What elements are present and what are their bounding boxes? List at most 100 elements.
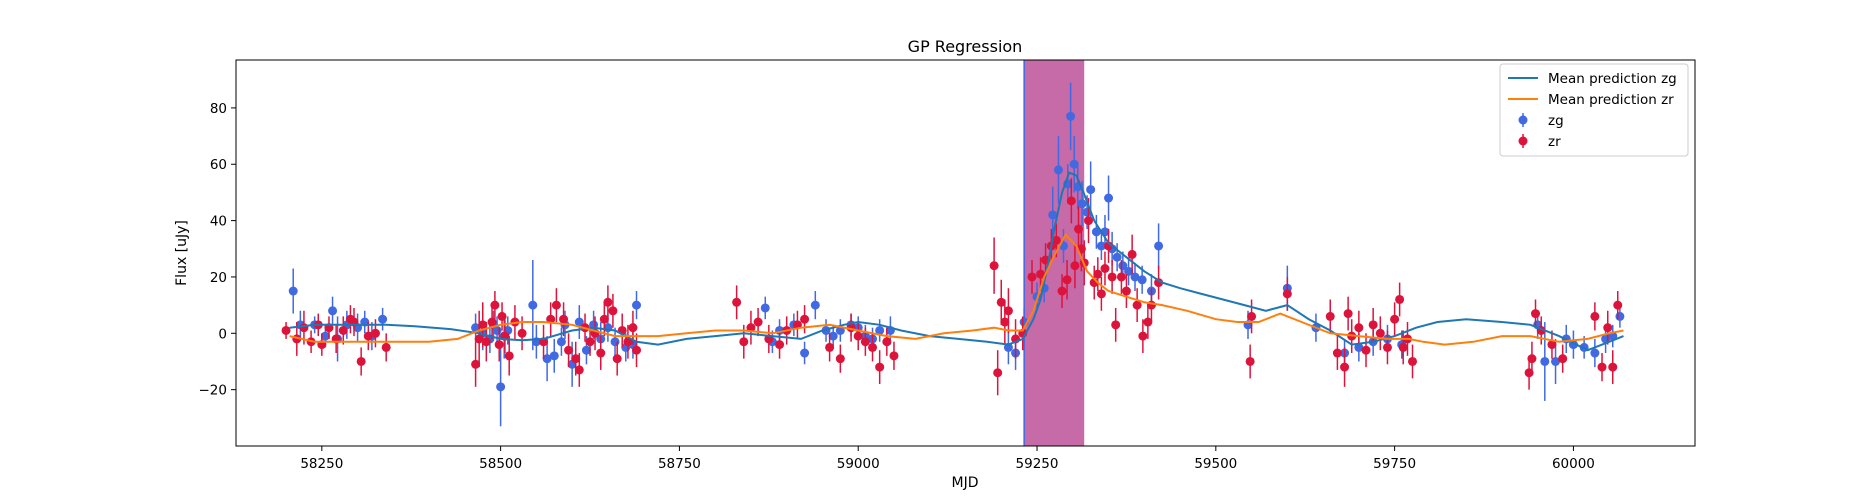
data-point-zr <box>860 337 870 347</box>
data-point-zr <box>1531 309 1541 319</box>
data-point-zr <box>487 317 497 327</box>
y-tick-label: 0 <box>218 326 227 342</box>
data-point-zr <box>1558 354 1568 364</box>
data-point-zg <box>1066 111 1076 121</box>
legend-label-zr-line: Mean prediction zr <box>1548 92 1674 108</box>
x-tick-label: 59000 <box>837 456 880 472</box>
data-point-zr <box>853 331 863 341</box>
data-point-zr <box>299 323 309 333</box>
data-point-zr <box>1340 362 1350 372</box>
plot-frame <box>235 59 1696 447</box>
legend-label-zr: zr <box>1548 134 1561 150</box>
data-point-zr <box>559 314 569 324</box>
legend-box <box>1499 63 1689 157</box>
data-point-zr <box>370 328 380 338</box>
mean-prediction-zg-line <box>289 171 1624 352</box>
data-point-zg <box>1053 165 1063 175</box>
data-point-zr <box>603 297 613 307</box>
data-point-zr <box>1608 362 1618 372</box>
data-point-zg <box>1551 356 1561 366</box>
data-point-zr <box>1000 317 1010 327</box>
y-axis-label: Flux [uJy] <box>174 220 190 286</box>
data-point-zg <box>610 337 620 347</box>
data-point-zr <box>875 362 885 372</box>
data-point-zr <box>585 337 595 347</box>
data-point-zr <box>1597 362 1607 372</box>
legend-marker-zr <box>1518 134 1528 148</box>
data-point-zr <box>1527 354 1537 364</box>
data-point-zr <box>868 342 878 352</box>
data-point-zr <box>1084 216 1094 226</box>
data-point-zr <box>1407 356 1417 366</box>
x-tick-label: 58750 <box>658 456 701 472</box>
legend: Mean prediction zg Mean prediction zr zg… <box>1499 63 1689 157</box>
data-point-zr <box>1116 272 1126 282</box>
data-point-zr <box>338 325 348 335</box>
data-point-zr <box>628 323 638 333</box>
data-point-zr <box>612 354 622 364</box>
data-point-zr <box>564 345 574 355</box>
data-point-zr <box>1375 328 1385 338</box>
data-point-zg <box>1615 311 1625 321</box>
data-point-zr <box>571 354 581 364</box>
data-point-zg <box>471 323 481 333</box>
data-point-zr <box>1547 340 1557 350</box>
data-point-zr <box>497 311 507 321</box>
data-point-zr <box>1247 311 1257 321</box>
data-point-zr <box>546 314 556 324</box>
data-point-zr <box>490 300 500 310</box>
data-point-zg <box>1118 261 1128 271</box>
data-point-zr <box>1127 249 1137 259</box>
data-point-zr <box>1062 275 1072 285</box>
data-point-zr <box>996 297 1006 307</box>
data-point-zg <box>320 331 330 341</box>
data-point-zg <box>1590 348 1600 358</box>
data-point-zr <box>882 337 892 347</box>
data-point-zg <box>632 300 642 310</box>
data-point-zr <box>494 340 504 350</box>
data-point-zg <box>1048 210 1058 220</box>
data-point-zg <box>1354 342 1364 352</box>
data-point-zr <box>1143 317 1153 327</box>
data-point-zr <box>551 300 561 310</box>
data-point-zr <box>889 351 899 361</box>
x-tick-label: 60000 <box>1552 456 1595 472</box>
data-point-zr <box>1398 342 1408 352</box>
data-point-zr <box>835 354 845 364</box>
data-point-zr <box>632 345 642 355</box>
x-tick-label: 58500 <box>479 456 522 472</box>
data-point-zr <box>281 325 291 335</box>
data-point-zr <box>1154 278 1164 288</box>
data-point-zg <box>810 300 820 310</box>
data-point-zr <box>1107 272 1117 282</box>
data-point-zr <box>1027 272 1037 282</box>
chart-title: GP Regression <box>908 37 1023 56</box>
data-point-zr <box>599 314 609 324</box>
data-point-zr <box>478 320 488 330</box>
data-point-zr <box>1613 300 1623 310</box>
data-point-zr <box>739 337 749 347</box>
data-point-zg <box>574 317 584 327</box>
data-point-zr <box>1111 320 1121 330</box>
data-point-zr <box>1332 348 1342 358</box>
legend-label-zg: zg <box>1548 113 1564 129</box>
data-point-zr <box>1395 294 1405 304</box>
data-point-zr <box>825 342 835 352</box>
data-point-zg <box>328 306 338 316</box>
data-point-zg <box>1137 275 1147 285</box>
data-point-zr <box>356 356 366 366</box>
data-point-zr <box>1590 311 1600 321</box>
data-point-zg <box>1540 356 1550 366</box>
data-layer <box>281 82 1625 427</box>
data-point-zr <box>1390 314 1400 324</box>
data-point-zg <box>556 337 566 347</box>
data-point-zg <box>1104 193 1114 203</box>
legend-marker-zg <box>1518 113 1528 127</box>
y-tick-label: 20 <box>210 270 227 286</box>
y-tick-label: 40 <box>210 214 227 230</box>
data-point-zr <box>1093 269 1103 279</box>
data-point-zr <box>1057 286 1067 296</box>
data-point-zr <box>989 261 999 271</box>
data-point-zr <box>1066 196 1076 206</box>
